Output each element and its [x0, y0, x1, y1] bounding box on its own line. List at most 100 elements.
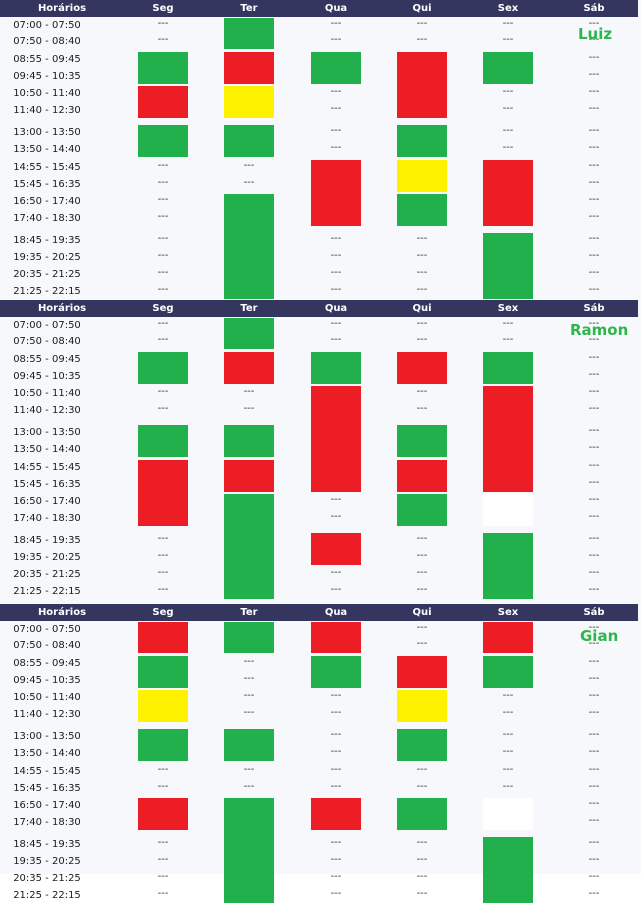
empty-cell: --- [588, 673, 600, 684]
empty-cell: --- [502, 781, 514, 792]
header-horrios: Horários [37, 3, 87, 14]
empty-cell: --- [157, 194, 169, 205]
empty-cell: --- [330, 511, 342, 522]
schedule-block-red [397, 656, 447, 688]
empty-cell: --- [243, 160, 255, 171]
time-slot-label: 13:50 - 14:40 [13, 748, 81, 759]
header-sb: Sáb [583, 303, 605, 314]
schedule-block-red [224, 352, 274, 384]
empty-cell: --- [588, 656, 600, 667]
empty-cell: --- [330, 125, 342, 136]
schedule-section-gian: Horários Seg Ter Qua Qui Sex Sáb 07:00 - 07:50 -… [0, 604, 641, 903]
header-horrios: Horários [37, 303, 87, 314]
empty-cell: --- [330, 781, 342, 792]
time-slot-label: 11:40 - 12:30 [13, 709, 81, 720]
time-slot-label: 14:55 - 15:45 [13, 462, 81, 473]
empty-cell: --- [588, 511, 600, 522]
empty-cell: --- [157, 34, 169, 45]
time-slot-label: 10:50 - 11:40 [13, 88, 81, 99]
header-ter: Ter [240, 3, 258, 14]
schedule-block-red [311, 160, 361, 226]
time-slot-label: 08:55 - 09:45 [13, 354, 81, 365]
schedule-block-green [224, 194, 274, 299]
time-slot-label: 13:00 - 13:50 [13, 427, 81, 438]
schedule-block-green [224, 125, 274, 157]
schedule-block-yellow [224, 86, 274, 118]
empty-cell: --- [588, 125, 600, 136]
table-header: Horários Seg Ter Qua Qui Sex Sáb [0, 604, 638, 621]
time-slot-label: 18:45 - 19:35 [13, 235, 81, 246]
empty-cell: --- [416, 781, 428, 792]
time-slot-label: 13:50 - 14:40 [13, 144, 81, 155]
empty-cell: --- [243, 403, 255, 414]
empty-cell: --- [330, 690, 342, 701]
time-slot-label: 16:50 - 17:40 [13, 496, 81, 507]
time-slot-label: 13:00 - 13:50 [13, 127, 81, 138]
time-slot-label: 17:40 - 18:30 [13, 513, 81, 524]
time-slot-label: 13:50 - 14:40 [13, 444, 81, 455]
empty-cell: --- [416, 533, 428, 544]
time-slot-label: 15:45 - 16:35 [13, 479, 81, 490]
schedule-block-green [224, 494, 274, 599]
empty-cell: --- [588, 707, 600, 718]
empty-cell: --- [588, 690, 600, 701]
empty-cell: --- [416, 284, 428, 295]
empty-cell: --- [157, 550, 169, 561]
schedule-block-green [483, 352, 533, 384]
schedule-block-white [483, 798, 533, 830]
empty-cell: --- [157, 888, 169, 899]
empty-cell: --- [157, 567, 169, 578]
empty-cell: --- [416, 34, 428, 45]
empty-cell: --- [502, 729, 514, 740]
time-slot-label: 21:25 - 22:15 [13, 586, 81, 597]
time-slot-label: 08:55 - 09:45 [13, 54, 81, 65]
time-slot-label: 09:45 - 10:35 [13, 371, 81, 382]
empty-cell: --- [330, 584, 342, 595]
schedule-section-luiz: Horários Seg Ter Qua Qui Sex Sáb 07:00 - 07:50 -… [0, 0, 641, 300]
empty-cell: --- [157, 781, 169, 792]
time-slot-label: 08:55 - 09:45 [13, 658, 81, 669]
empty-cell: --- [588, 854, 600, 865]
empty-cell: --- [330, 142, 342, 153]
empty-cell: --- [157, 403, 169, 414]
empty-cell: --- [588, 837, 600, 848]
schedule-block-red [483, 160, 533, 226]
empty-cell: --- [416, 250, 428, 261]
header-qua: Qua [324, 3, 348, 14]
table-header: Horários Seg Ter Qua Qui Sex Sáb [0, 300, 638, 317]
schedule-block-green [483, 233, 533, 299]
time-slot-label: 18:45 - 19:35 [13, 535, 81, 546]
header-seg: Seg [152, 607, 174, 618]
header-qui: Qui [412, 607, 432, 618]
schedule-block-red [397, 352, 447, 384]
empty-cell: --- [330, 888, 342, 899]
empty-cell: --- [502, 334, 514, 345]
empty-cell: --- [243, 764, 255, 775]
schedule-block-green [397, 729, 447, 761]
empty-cell: --- [588, 369, 600, 380]
empty-cell: --- [330, 567, 342, 578]
time-slot-label: 10:50 - 11:40 [13, 692, 81, 703]
empty-cell: --- [502, 746, 514, 757]
empty-cell: --- [416, 871, 428, 882]
empty-cell: --- [588, 250, 600, 261]
empty-cell: --- [416, 567, 428, 578]
schedule-block-green [224, 798, 274, 903]
empty-cell: --- [416, 638, 428, 649]
empty-cell: --- [588, 533, 600, 544]
empty-cell: --- [416, 837, 428, 848]
empty-cell: --- [330, 267, 342, 278]
empty-cell: --- [416, 622, 428, 633]
empty-cell: --- [588, 211, 600, 222]
empty-cell: --- [157, 250, 169, 261]
empty-cell: --- [588, 638, 600, 649]
empty-cell: --- [588, 233, 600, 244]
empty-cell: --- [588, 425, 600, 436]
empty-cell: --- [157, 837, 169, 848]
schedule-block-green [224, 318, 274, 349]
header-qua: Qua [324, 303, 348, 314]
empty-cell: --- [588, 352, 600, 363]
empty-cell: --- [502, 707, 514, 718]
time-slot-label: 15:45 - 16:35 [13, 179, 81, 190]
time-slot-label: 17:40 - 18:30 [13, 213, 81, 224]
